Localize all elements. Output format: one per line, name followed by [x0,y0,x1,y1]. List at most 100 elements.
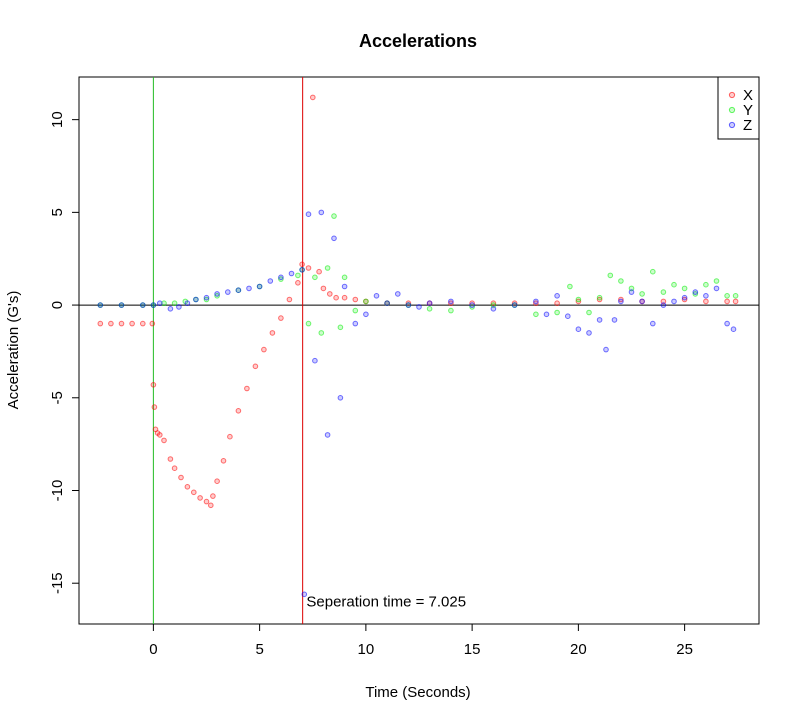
data-point [324,432,331,438]
data-point [490,306,497,312]
data-point [140,320,146,327]
y-axis: -15 -10 -5 0 5 10 [49,111,79,594]
data-point [724,320,730,327]
data-point [341,274,348,281]
data-point [511,302,518,308]
x-tick-label: 25 [676,641,693,658]
data-point [331,235,337,242]
data-point [363,298,369,305]
data-point [227,433,233,440]
data-point [660,289,667,295]
legend-marker [728,106,736,114]
x-axis-label: Time (Seconds) [365,684,470,701]
data-point [331,213,337,219]
data-point [575,296,582,303]
data-points [97,94,739,598]
data-point [286,296,293,303]
data-point [448,307,454,314]
data-point [671,281,677,288]
y-tick-label: 0 [49,301,66,309]
data-point [732,298,739,305]
x-tick-label: 0 [149,641,157,658]
data-point [324,265,331,271]
x-tick-label: 20 [570,641,587,658]
data-point [628,289,635,295]
data-point [724,298,730,305]
data-point [235,408,242,414]
data-point [607,272,614,279]
data-point [341,283,348,290]
data-point [191,489,197,496]
data-point [318,330,325,336]
data-point [176,304,182,310]
x-axis: 0 5 10 15 20 25 [149,624,693,658]
data-point [278,315,284,321]
data-point [150,382,157,388]
data-point [352,320,359,327]
data-point [197,495,203,501]
data-point [639,291,645,297]
data-point [118,320,125,327]
legend-label: Z [743,117,752,134]
data-point [157,432,163,438]
data-point [596,317,603,323]
y-tick-label: 5 [49,208,66,216]
data-point [681,294,688,301]
data-point [316,268,322,275]
data-point [730,326,737,333]
data-point [426,300,433,307]
legend-box [717,76,760,140]
data-point [305,265,312,271]
data-point [171,465,178,472]
data-point [261,346,267,353]
data-point [167,306,174,312]
legend-marker [728,121,736,129]
data-point [151,404,158,410]
data-point [565,313,571,320]
separation-annotation: Seperation time = 7.025 [306,594,466,611]
x-tick-label: 15 [464,641,481,658]
data-point [295,272,301,279]
data-point [214,478,220,485]
data-point [312,357,318,364]
data-point [269,330,276,336]
data-point [299,261,305,268]
data-point [448,298,454,305]
data-point [320,285,327,292]
data-point [327,291,333,297]
data-point [650,320,656,327]
data-point [252,363,259,370]
data-point [167,456,174,462]
data-point [611,317,618,323]
data-point [184,484,191,490]
data-point [469,302,475,308]
data-point [703,293,709,299]
data-point [235,287,242,294]
data-point [639,298,645,305]
data-point [312,274,318,281]
data-point [184,300,191,307]
data-point [97,302,104,308]
data-point [305,320,312,327]
data-point [671,298,677,305]
data-point [214,291,220,297]
data-point [724,293,730,299]
series-z [97,209,737,598]
data-point [713,285,720,292]
y-tick-label: -5 [49,391,66,404]
y-axis-label: Acceleration (G's) [5,291,22,410]
data-point [426,306,433,312]
data-point [554,300,560,307]
data-point [288,270,295,277]
data-point [575,326,582,333]
data-point [267,278,274,284]
data-point [596,294,603,301]
data-point [703,281,709,288]
data-point [341,294,348,301]
data-point [586,330,592,336]
data-point [208,502,214,509]
data-point [543,311,550,318]
data-point [363,311,369,318]
